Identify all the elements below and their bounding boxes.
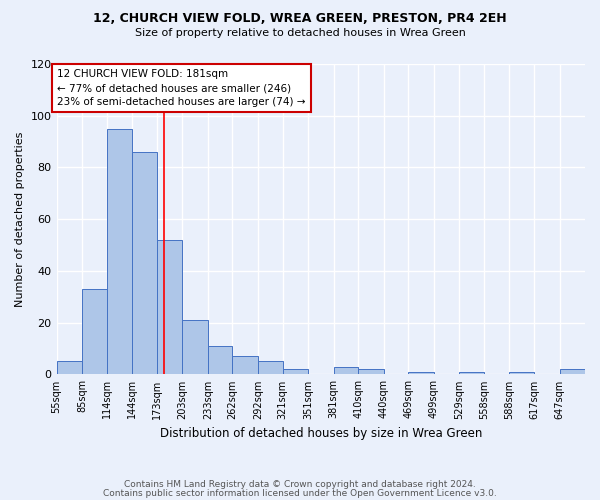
X-axis label: Distribution of detached houses by size in Wrea Green: Distribution of detached houses by size …	[160, 427, 482, 440]
Bar	[258, 362, 283, 374]
Bar	[334, 366, 358, 374]
Bar	[132, 152, 157, 374]
Bar	[182, 320, 208, 374]
Bar	[283, 370, 308, 374]
Text: Contains public sector information licensed under the Open Government Licence v3: Contains public sector information licen…	[103, 488, 497, 498]
Bar	[459, 372, 484, 374]
Text: 12, CHURCH VIEW FOLD, WREA GREEN, PRESTON, PR4 2EH: 12, CHURCH VIEW FOLD, WREA GREEN, PRESTO…	[93, 12, 507, 26]
Text: Size of property relative to detached houses in Wrea Green: Size of property relative to detached ho…	[134, 28, 466, 38]
Bar	[107, 128, 132, 374]
Bar	[56, 362, 82, 374]
Bar	[82, 289, 107, 374]
Bar	[358, 370, 383, 374]
Text: Contains HM Land Registry data © Crown copyright and database right 2024.: Contains HM Land Registry data © Crown c…	[124, 480, 476, 489]
Bar	[232, 356, 258, 374]
Bar	[509, 372, 534, 374]
Bar	[157, 240, 182, 374]
Text: 12 CHURCH VIEW FOLD: 181sqm
← 77% of detached houses are smaller (246)
23% of se: 12 CHURCH VIEW FOLD: 181sqm ← 77% of det…	[58, 69, 306, 107]
Bar	[560, 370, 585, 374]
Bar	[208, 346, 232, 374]
Y-axis label: Number of detached properties: Number of detached properties	[15, 132, 25, 307]
Bar	[408, 372, 434, 374]
